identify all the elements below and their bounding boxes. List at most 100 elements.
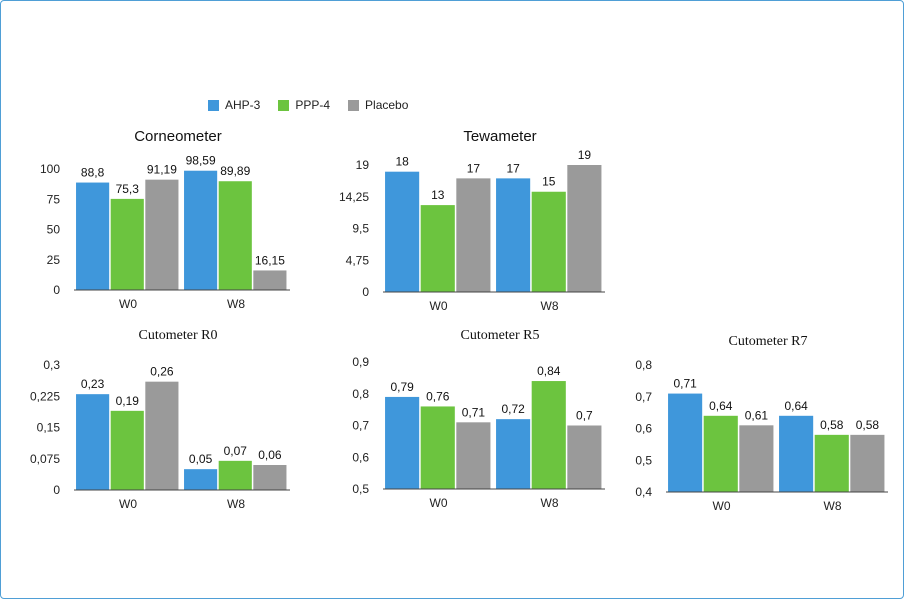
legend-item-placebo: Placebo xyxy=(348,98,408,112)
data-label: 19 xyxy=(578,148,592,162)
bar-ppp-4-w0 xyxy=(420,205,455,292)
data-label: 0,76 xyxy=(426,389,450,403)
x-tick-label: W0 xyxy=(119,497,137,511)
data-label: 0,7 xyxy=(576,409,593,423)
y-tick-label: 9,5 xyxy=(352,222,369,236)
x-tick-label: W8 xyxy=(227,297,245,311)
x-tick-label: W8 xyxy=(824,499,842,513)
chart-svg-cutometer-r7: Cutometer R7 0,4 0,5 0,6 0,7 0,8 0,71 0,64 0,61 W… xyxy=(635,334,888,513)
bar-ahp-3-w8 xyxy=(184,170,218,290)
chart-title: Corneometer xyxy=(134,128,222,145)
bar-ahp-3-w8 xyxy=(496,419,531,489)
data-label: 18 xyxy=(395,155,409,169)
data-label: 0,07 xyxy=(224,444,248,458)
y-tick-label: 75 xyxy=(47,192,61,206)
bar-ppp-4-w8 xyxy=(531,381,566,489)
chart-cutometer-r0: Cutometer R0 0 0,075 0,15 0,225 0,3 0,23 0,19 0,… xyxy=(30,325,300,520)
data-label: 91,19 xyxy=(147,163,177,177)
chart-title: Cutometer R0 xyxy=(139,328,218,343)
bar-ppp-4-w8 xyxy=(814,434,849,492)
data-label: 0,71 xyxy=(462,405,486,419)
y-tick-label: 14,25 xyxy=(339,190,369,204)
bar-ahp-3-w0 xyxy=(76,394,110,490)
y-tick-label: 0,225 xyxy=(30,389,60,403)
bar-placebo-w8 xyxy=(567,425,602,489)
data-label: 88,8 xyxy=(81,166,105,180)
chart-svg-cutometer-r0: Cutometer R0 0 0,075 0,15 0,225 0,3 0,23 0,19 0,… xyxy=(30,328,290,511)
legend-item-ahp3: AHP-3 xyxy=(208,98,260,112)
data-label: 0,64 xyxy=(784,399,808,413)
data-label: 0,64 xyxy=(709,399,733,413)
x-tick-label: W8 xyxy=(227,497,245,511)
data-label: 0,61 xyxy=(745,408,769,422)
legend-swatch-ppp4 xyxy=(278,99,290,111)
chart-svg-tewameter: Tewameter 0 4,75 9,5 14,25 19 18 13 17 W0 17 15 19 W8 xyxy=(339,128,605,313)
data-label: 0,84 xyxy=(537,364,561,378)
data-label: 17 xyxy=(467,161,481,175)
data-label: 0,06 xyxy=(258,448,282,462)
y-tick-label: 0,8 xyxy=(635,358,652,372)
y-tick-label: 25 xyxy=(47,253,61,267)
y-tick-label: 0,075 xyxy=(30,452,60,466)
y-tick-label: 0,15 xyxy=(37,421,61,435)
bar-placebo-w0 xyxy=(456,422,491,489)
data-label: 0,58 xyxy=(856,418,880,432)
bar-placebo-w0 xyxy=(145,179,179,290)
data-label: 89,89 xyxy=(220,164,250,178)
y-tick-label: 0,5 xyxy=(635,453,652,467)
data-label: 0,79 xyxy=(390,380,414,394)
chart-title: Cutometer R7 xyxy=(729,334,808,349)
y-tick-label: 50 xyxy=(47,223,61,237)
data-label: 17 xyxy=(506,161,520,175)
data-label: 0,58 xyxy=(820,418,844,432)
y-tick-label: 0,7 xyxy=(635,390,652,404)
chart-cutometer-r7: Cutometer R7 0,4 0,5 0,6 0,7 0,8 0,71 0,64 0,61 W… xyxy=(618,330,898,520)
chart-tewameter: Tewameter 0 4,75 9,5 14,25 19 18 13 17 W0 17 15 19 W8 xyxy=(325,125,615,315)
data-label: 13 xyxy=(431,188,445,202)
y-tick-label: 0,3 xyxy=(43,358,60,372)
data-label: 0,26 xyxy=(150,365,174,379)
legend: AHP-3 PPP-4 Placebo xyxy=(208,95,426,115)
legend-label-placebo: Placebo xyxy=(365,98,409,112)
y-tick-label: 100 xyxy=(40,162,60,176)
bar-ahp-3-w0 xyxy=(385,396,420,489)
bar-placebo-w8 xyxy=(253,270,287,290)
x-tick-label: W0 xyxy=(430,299,448,313)
bar-ppp-4-w8 xyxy=(531,191,566,292)
y-tick-label: 0,6 xyxy=(635,422,652,436)
y-tick-label: 0,5 xyxy=(352,482,369,496)
bar-ahp-3-w0 xyxy=(668,393,703,492)
chart-cutometer-r5: Cutometer R5 0,5 0,6 0,7 0,8 0,9 0,79 0,76 0,71 W… xyxy=(325,325,615,520)
bar-ahp-3-w8 xyxy=(184,469,218,490)
y-tick-label: 0 xyxy=(53,483,60,497)
legend-swatch-ahp3 xyxy=(208,99,219,111)
bar-ahp-3-w8 xyxy=(779,415,814,492)
bar-ppp-4-w8 xyxy=(218,181,252,290)
bar-placebo-w0 xyxy=(456,178,491,292)
chart-svg-corneometer: Corneometer 0 25 50 75 100 88,8 75,3 91,19 W0 98,5… xyxy=(40,128,290,311)
x-tick-label: W8 xyxy=(541,496,559,510)
data-label: 15 xyxy=(542,175,556,189)
y-tick-label: 4,75 xyxy=(346,253,370,267)
y-tick-label: 0,8 xyxy=(352,387,369,401)
y-tick-label: 19 xyxy=(356,158,370,172)
legend-swatch-placebo xyxy=(348,99,360,111)
chart-title: Tewameter xyxy=(463,128,536,145)
bar-ahp-3-w0 xyxy=(385,171,420,292)
data-label: 0,72 xyxy=(501,402,525,416)
bar-placebo-w8 xyxy=(850,434,885,492)
chart-title: Cutometer R5 xyxy=(461,328,540,343)
y-tick-label: 0 xyxy=(53,283,60,297)
legend-label-ahp3: AHP-3 xyxy=(225,98,261,112)
y-tick-label: 0,4 xyxy=(635,485,652,499)
data-label: 75,3 xyxy=(116,182,140,196)
bar-ppp-4-w0 xyxy=(703,415,738,492)
data-label: 0,19 xyxy=(116,394,140,408)
bar-placebo-w0 xyxy=(145,381,179,490)
y-tick-label: 0,6 xyxy=(352,450,369,464)
data-label: 0,71 xyxy=(673,377,697,391)
bar-ppp-4-w0 xyxy=(420,406,455,489)
data-label: 0,23 xyxy=(81,377,105,391)
y-tick-label: 0,7 xyxy=(352,419,369,433)
